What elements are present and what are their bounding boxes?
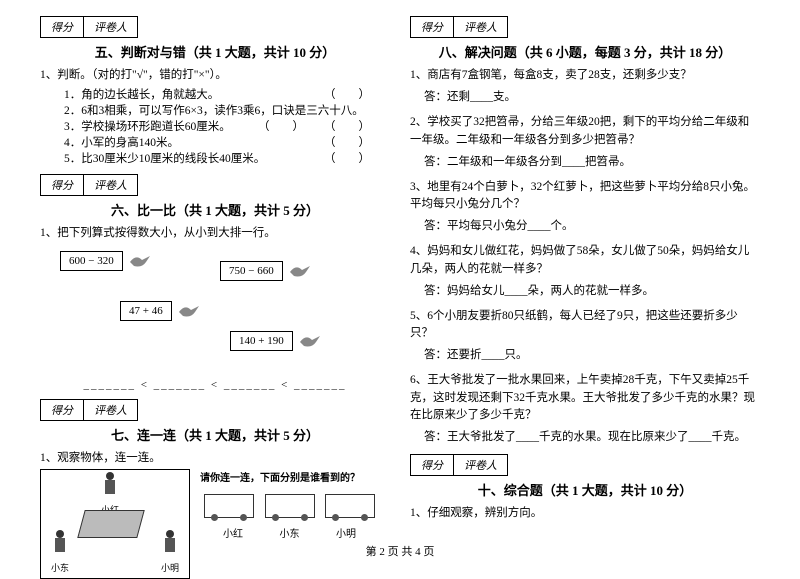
section-8-title: 八、解决问题（共 6 小题，每题 3 分，共计 18 分） [410,42,760,61]
a8-4: 答：妈妈给女儿____朵，两人的花就一样多。 [424,282,760,298]
q8-5: 5、6个小朋友要折80只纸鹤，每人已经了9只，把这些还要折多少只？ [410,308,760,343]
q5-item-2-text: 2．6和3相乘，可以写作6×3，读作3乘6，口诀是三六十八。 [64,105,364,117]
left-column: 得分 评卷人 五、判断对与错（共 1 大题，共计 10 分） 1、判断。（对的打… [30,8,400,532]
bus-view-2 [265,494,315,518]
q5-item-3-text: 3．学校操场环形跑道长60厘米。 [64,121,231,133]
q8-6: 6、王大爷批发了一批水果回来，上午卖掉28千克，下午又卖掉25千克，这时发现还剩… [410,372,760,424]
a8-1: 答：还剩____支。 [424,88,760,104]
grader-label: 评卷人 [84,399,138,421]
grader-label: 评卷人 [84,174,138,196]
name-left: 小东 [51,561,69,574]
score-box-6: 得分 评卷人 [40,174,390,196]
bird-icon [297,332,323,350]
observation-scene: 小红 小东 小明 [40,469,190,579]
q5-item-1: 1．角的边长越长，角就越大。 （ ） [40,86,390,102]
score-label: 得分 [40,399,84,421]
q5-item-5: 5．比30厘米少10厘米的线段长40厘米。 （ ） [40,150,390,166]
paren-blank: （ ） [324,118,370,134]
a8-2: 答：二年级和一年级各分到____把笤帚。 [424,153,760,169]
paren-blank: （ ） [324,86,370,102]
expr-2: 750 − 660 [220,261,283,281]
score-label: 得分 [410,454,454,476]
section-10-title: 十、综合题（共 1 大题，共计 10 分） [410,480,760,499]
expr-box-2: 750 − 660 [220,261,313,281]
score-box-7: 得分 评卷人 [40,399,390,421]
label-2: 小东 [263,525,317,540]
q7-figure-row: 小红 小东 小明 请你连一连，下面分别是谁看到的？ 小红 [40,469,390,579]
section-7-title: 七、连一连（共 1 大题，共计 5 分） [40,425,390,444]
q8-2: 2、学校买了32把笤帚，分给三年级20把，剩下的平均分给二年级和一年级。二年级和… [410,114,760,149]
paren-blank: （ ） [324,150,370,166]
paren-blank: （ ） [258,118,304,134]
expr-1: 600 − 320 [60,251,123,271]
a8-5: 答：还要折____只。 [424,346,760,362]
page-footer: 第 2 页 共 4 页 [0,543,800,559]
q8-3: 3、地里有24个白萝卜，32个红萝卜，把这些萝卜平均分给8只小兔。平均每只小兔分… [410,179,760,214]
q7-hint: 请你连一连，下面分别是谁看到的？ [200,469,379,484]
person-icon [101,472,119,500]
q6-stem: 1、把下列算式按得数大小，从小到大排一行。 [40,225,390,242]
expr-box-3: 47 + 46 [120,301,202,321]
score-box-10: 得分 评卷人 [410,454,760,476]
expr-3: 47 + 46 [120,301,172,321]
right-column: 得分 评卷人 八、解决问题（共 6 小题，每题 3 分，共计 18 分） 1、商… [400,8,770,532]
bus-view-3 [325,494,375,518]
q5-stem: 1、判断。（对的打"√"，错的打"×"）。 [40,67,390,84]
a8-6: 答：王大爷批发了____千克的水果。现在比原来少了____千克。 [424,428,760,444]
q5-item-5-text: 5．比30厘米少10厘米的线段长40厘米。 [64,153,265,165]
score-label: 得分 [40,16,84,38]
q7-stem: 1、观察物体，连一连。 [40,450,390,467]
score-label: 得分 [40,174,84,196]
bird-icon [287,262,313,280]
q5-item-1-text: 1．角的边长越长，角就越大。 [64,89,219,101]
grader-label: 评卷人 [454,16,508,38]
expr-box-1: 600 − 320 [60,251,153,271]
label-3: 小明 [319,525,373,540]
expression-chain: 600 − 320 750 − 660 47 + 46 140 + 190 __… [40,251,390,391]
paren-blank: （ ） [324,134,370,150]
compare-line: _______ < _______ < _______ < _______ [40,379,390,391]
score-label: 得分 [410,16,454,38]
bird-icon [176,302,202,320]
section-6-title: 六、比一比（共 1 大题，共计 5 分） [40,200,390,219]
q8-4: 4、妈妈和女儿做红花，妈妈做了58朵，女儿做了50朵，妈妈给女儿几朵，两人的花就… [410,243,760,278]
q5-item-4-text: 4．小军的身高140米。 [64,137,179,149]
bus-object [77,510,145,538]
bus-views: 请你连一连，下面分别是谁看到的？ 小红 小东 小明 [200,469,379,540]
score-box-5: 得分 评卷人 [40,16,390,38]
expr-box-4: 140 + 190 [230,331,323,351]
q5-item-4: 4．小军的身高140米。 （ ） [40,134,390,150]
bus-view-1 [204,494,254,518]
q8-1: 1、商店有7盒钢笔，每盒8支，卖了28支，还剩多少支？ [410,67,760,84]
grader-label: 评卷人 [84,16,138,38]
score-box-8: 得分 评卷人 [410,16,760,38]
name-right: 小明 [161,561,179,574]
q10-stem: 1、仔细观察，辨别方向。 [410,505,760,522]
bird-icon [127,252,153,270]
page-container: 得分 评卷人 五、判断对与错（共 1 大题，共计 10 分） 1、判断。（对的打… [0,0,800,540]
label-1: 小红 [206,525,260,540]
q5-item-2: 2．6和3相乘，可以写作6×3，读作3乘6，口诀是三六十八。（ ） [40,102,390,118]
a8-3: 答：平均每只小兔分____个。 [424,217,760,233]
expr-4: 140 + 190 [230,331,293,351]
section-5-title: 五、判断对与错（共 1 大题，共计 10 分） [40,42,390,61]
grader-label: 评卷人 [454,454,508,476]
